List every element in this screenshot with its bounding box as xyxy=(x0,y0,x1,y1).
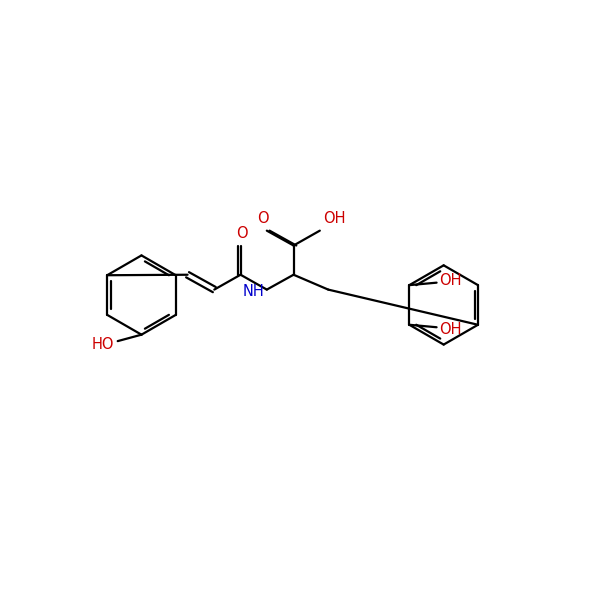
Text: HO: HO xyxy=(91,337,114,352)
Text: NH: NH xyxy=(242,284,265,299)
Text: OH: OH xyxy=(440,322,462,337)
Text: OH: OH xyxy=(323,211,345,226)
Text: O: O xyxy=(236,226,247,241)
Text: O: O xyxy=(257,211,269,226)
Text: OH: OH xyxy=(440,272,462,287)
